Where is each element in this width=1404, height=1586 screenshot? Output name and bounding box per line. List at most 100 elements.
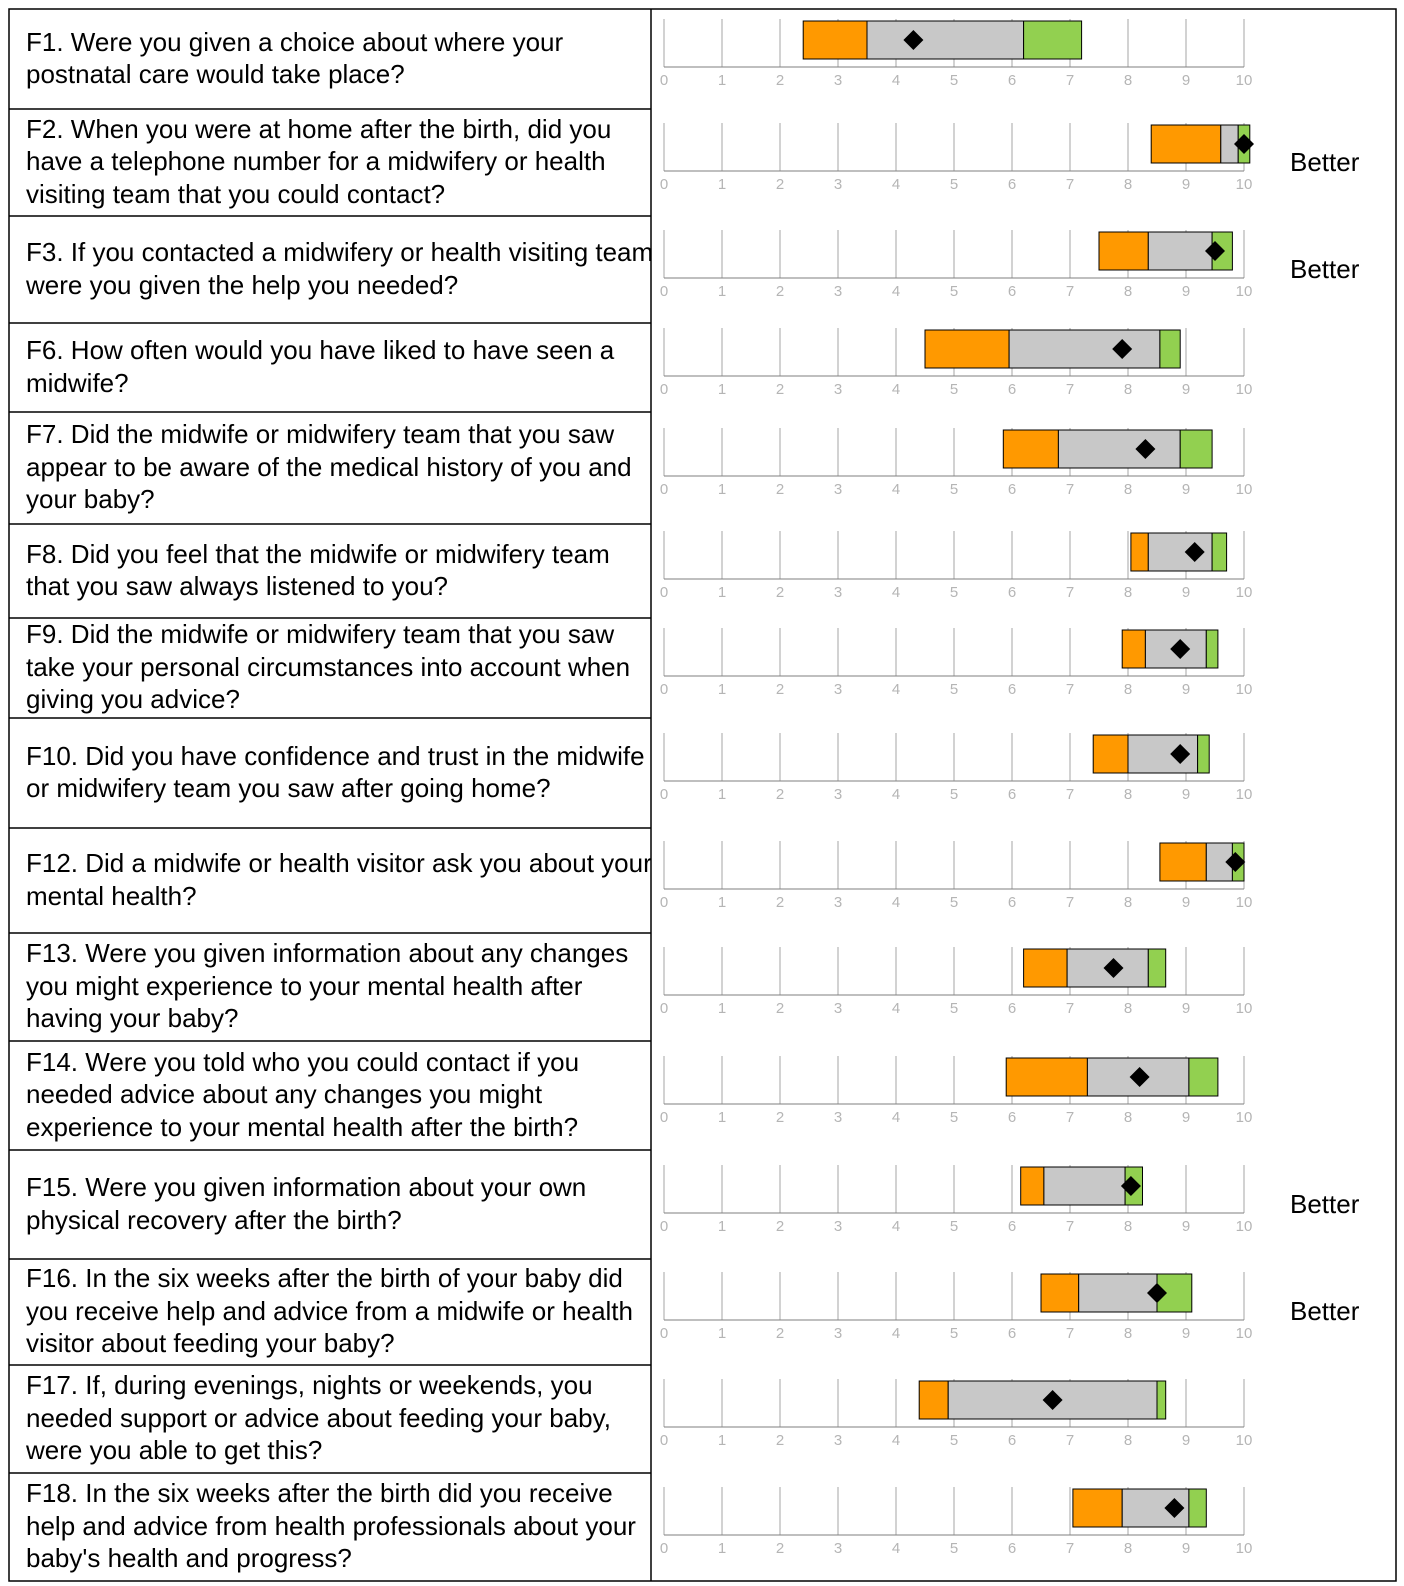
tick-label: 10 bbox=[1236, 786, 1253, 802]
tick-label: 8 bbox=[1124, 681, 1132, 697]
row-chart: 0 1 2 3 4 5 6 7 8 9 10 bbox=[660, 328, 1252, 397]
tick-label: 1 bbox=[718, 786, 726, 802]
tick-label: 10 bbox=[1236, 584, 1253, 600]
tick-label: 5 bbox=[950, 1325, 958, 1341]
tick-label: 6 bbox=[1008, 283, 1016, 299]
question-text: F6. How often would you have liked to ha… bbox=[26, 335, 615, 398]
row-chart: 0 1 2 3 4 5 6 7 8 9 10 bbox=[660, 1379, 1252, 1448]
tick-label: 5 bbox=[950, 584, 958, 600]
tick-label: 10 bbox=[1236, 1000, 1253, 1016]
score-marker bbox=[1103, 958, 1124, 978]
tick-label: 8 bbox=[1124, 584, 1132, 600]
tick-label: 7 bbox=[1066, 176, 1074, 192]
row-chart: 0 1 2 3 4 5 6 7 8 9 10 bbox=[660, 947, 1253, 1016]
tick-label: 0 bbox=[660, 786, 668, 802]
question-text: F16. In the six weeks after the birth of… bbox=[26, 1263, 633, 1359]
tick-label: 6 bbox=[1008, 1432, 1016, 1448]
score-marker bbox=[1112, 339, 1133, 359]
tick-label: 3 bbox=[834, 681, 842, 697]
row-chart: 0 1 2 3 4 5 6 7 8 9 10 bbox=[660, 733, 1253, 802]
tick-label: 10 bbox=[1236, 1325, 1253, 1341]
question-row: F7. Did the midwife or midwifery team th… bbox=[0, 411, 1404, 523]
tick-label: 5 bbox=[950, 72, 958, 88]
tick-label: 7 bbox=[1066, 1432, 1074, 1448]
tick-label: 0 bbox=[660, 1218, 668, 1234]
row-chart: 0 1 2 3 4 5 6 7 8 9 10 bbox=[660, 123, 1254, 192]
tick-label: 4 bbox=[892, 381, 900, 397]
tick-label: 1 bbox=[718, 1218, 726, 1234]
tick-label: 7 bbox=[1066, 681, 1074, 697]
worse-band bbox=[1121, 629, 1146, 669]
row-chart: 0 1 2 3 4 5 6 7 8 9 10 bbox=[660, 428, 1253, 497]
question-text: F7. Did the midwife or midwifery team th… bbox=[26, 419, 632, 515]
tick-label: 2 bbox=[776, 1432, 784, 1448]
tick-label: 10 bbox=[1236, 894, 1253, 910]
tick-label: 6 bbox=[1008, 681, 1016, 697]
tick-label: 8 bbox=[1124, 381, 1132, 397]
tick-label: 7 bbox=[1066, 786, 1074, 802]
question-row: F2. When you were at home after the birt… bbox=[0, 108, 1404, 215]
score-marker bbox=[1164, 1498, 1185, 1518]
tick-label: 3 bbox=[834, 1218, 842, 1234]
worse-band bbox=[1092, 734, 1129, 774]
tick-label: 1 bbox=[718, 72, 726, 88]
tick-label: 6 bbox=[1008, 72, 1016, 88]
tick-label: 5 bbox=[950, 381, 958, 397]
row-chart: 0 1 2 3 4 5 6 7 8 9 10 bbox=[660, 841, 1253, 910]
tick-label: 0 bbox=[660, 584, 668, 600]
tick-label: 4 bbox=[892, 681, 900, 697]
question-row: F10. Did you have confidence and trust i… bbox=[0, 717, 1404, 827]
tick-label: 6 bbox=[1008, 1540, 1016, 1556]
score-marker bbox=[1147, 1283, 1167, 1303]
tick-label: 5 bbox=[950, 786, 958, 802]
question-text: F18. In the six weeks after the birth di… bbox=[26, 1478, 636, 1574]
worse-band bbox=[1023, 948, 1068, 988]
tick-label: 0 bbox=[660, 1325, 668, 1341]
better-band bbox=[1205, 629, 1219, 669]
tick-label: 6 bbox=[1008, 894, 1016, 910]
row-chart: 0 1 2 3 4 5 6 7 8 9 10 bbox=[660, 1056, 1252, 1125]
tick-label: 9 bbox=[1182, 1000, 1190, 1016]
tick-label: 10 bbox=[1236, 72, 1253, 88]
question-row: F13. Were you given information about an… bbox=[0, 932, 1404, 1040]
tick-label: 9 bbox=[1182, 1109, 1190, 1125]
tick-label: 4 bbox=[892, 176, 900, 192]
tick-label: 4 bbox=[892, 786, 900, 802]
tick-label: 5 bbox=[950, 1540, 958, 1556]
tick-label: 0 bbox=[660, 176, 668, 192]
tick-label: 9 bbox=[1182, 894, 1190, 910]
tick-label: 2 bbox=[776, 481, 784, 497]
score-marker bbox=[1225, 852, 1246, 872]
tick-label: 9 bbox=[1182, 786, 1190, 802]
middle-band bbox=[1057, 429, 1181, 469]
better-band bbox=[1188, 1057, 1219, 1097]
tick-label: 6 bbox=[1008, 1218, 1016, 1234]
tick-label: 3 bbox=[834, 283, 842, 299]
better-band bbox=[1156, 1380, 1167, 1420]
better-band bbox=[1147, 948, 1167, 988]
tick-label: 3 bbox=[834, 1000, 842, 1016]
tick-label: 2 bbox=[776, 894, 784, 910]
question-text: F12. Did a midwife or health visitor ask… bbox=[26, 848, 652, 911]
tick-label: 4 bbox=[892, 481, 900, 497]
tick-label: 2 bbox=[776, 283, 784, 299]
tick-label: 1 bbox=[718, 481, 726, 497]
tick-label: 2 bbox=[776, 1109, 784, 1125]
tick-label: 5 bbox=[950, 481, 958, 497]
tick-label: 10 bbox=[1236, 1540, 1253, 1556]
question-text: F1. Were you given a choice about where … bbox=[26, 26, 564, 90]
tick-label: 1 bbox=[718, 1109, 726, 1125]
tick-label: 4 bbox=[892, 1540, 900, 1556]
tick-label: 4 bbox=[892, 1432, 900, 1448]
score-marker bbox=[1170, 744, 1191, 764]
tick-label: 4 bbox=[892, 1000, 900, 1016]
tick-label: 5 bbox=[950, 1432, 958, 1448]
tick-label: 7 bbox=[1066, 1109, 1074, 1125]
worse-band bbox=[918, 1380, 949, 1420]
question-row: F1. Were you given a choice about where … bbox=[0, 8, 1404, 108]
tick-label: 10 bbox=[1236, 1218, 1253, 1234]
tick-label: 10 bbox=[1236, 481, 1253, 497]
tick-label: 7 bbox=[1066, 283, 1074, 299]
tick-label: 5 bbox=[950, 1109, 958, 1125]
tick-label: 1 bbox=[718, 584, 726, 600]
